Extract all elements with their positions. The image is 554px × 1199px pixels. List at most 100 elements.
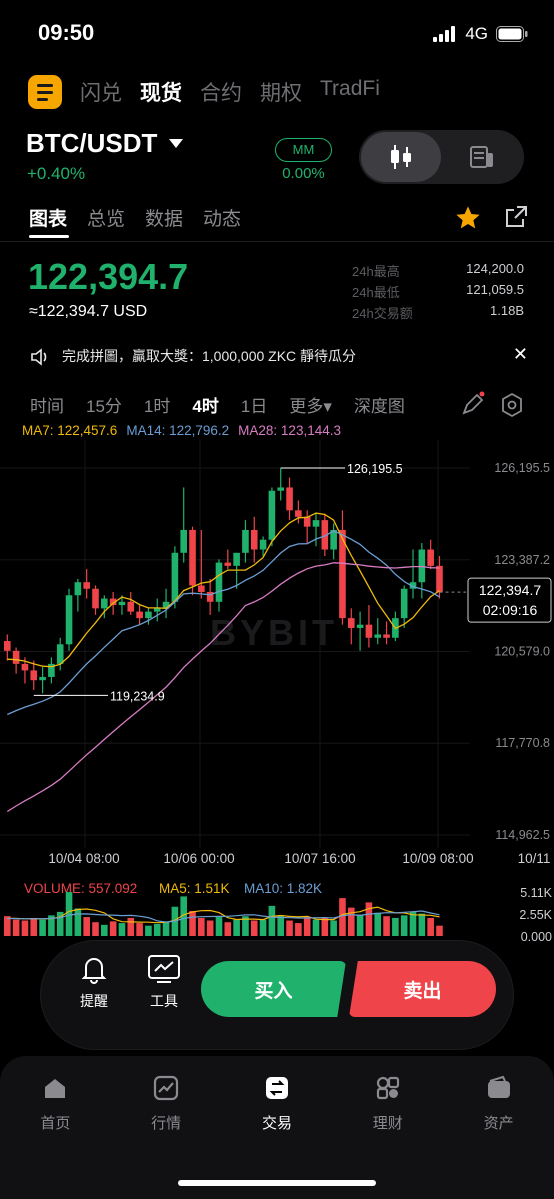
- interval-3[interactable]: 4时: [192, 397, 219, 416]
- candle-body: [330, 529, 337, 550]
- nav-item-1[interactable]: 行情: [126, 1074, 206, 1133]
- pair-selector[interactable]: BTC/USDT: [26, 128, 184, 159]
- tab-1[interactable]: 现货: [140, 82, 182, 105]
- bottom-nav: 首页 行情 交易 理财 资产: [0, 1056, 554, 1199]
- volume-bar: [268, 905, 276, 936]
- volume-bar: [118, 923, 126, 936]
- y-tick-label: 114,962.5: [495, 828, 550, 842]
- ma7-label: MA7: 122,457.6: [22, 423, 118, 438]
- buy-button[interactable]: 买入: [201, 961, 346, 1017]
- current-price-box: [467, 577, 552, 623]
- mm-badge[interactable]: MM: [275, 138, 332, 162]
- x-tick-label: 10/09 08:00: [402, 851, 473, 866]
- ma28-label: MA28: 123,144.3: [238, 423, 341, 438]
- candle-body: [365, 624, 373, 638]
- x-tick-label: 10/04 08:00: [48, 851, 119, 866]
- view-toggle[interactable]: [359, 130, 524, 184]
- tab-3[interactable]: 期权: [260, 82, 302, 105]
- volume-bar: [295, 923, 302, 936]
- volume-bar: [242, 916, 249, 936]
- candle-body: [400, 588, 408, 619]
- nav-item-0[interactable]: 首页: [15, 1074, 95, 1133]
- alert-button[interactable]: 提醒: [69, 953, 119, 1011]
- candle-body: [321, 520, 329, 550]
- candle-body: [30, 670, 38, 681]
- settings-icon[interactable]: [499, 392, 525, 418]
- tab-2[interactable]: 合约: [200, 82, 242, 105]
- nav-item-2[interactable]: 交易: [237, 1074, 317, 1133]
- tab-0[interactable]: 闪兑: [80, 82, 122, 105]
- volume-bar: [303, 917, 311, 936]
- volume-bar: [339, 898, 346, 936]
- volume-bar: [180, 896, 187, 936]
- nav-label: 首页: [40, 1115, 71, 1132]
- volume-bar: [83, 917, 90, 936]
- menu-icon[interactable]: [28, 75, 62, 109]
- high-price-label: 126,195.5: [347, 462, 403, 476]
- volume-bar: [136, 923, 143, 936]
- volume-bar: [383, 916, 390, 936]
- home-indicator[interactable]: [178, 1180, 376, 1186]
- current-price-label: 122,394.7: [479, 582, 541, 598]
- divider: [0, 241, 554, 242]
- announcement-text: 完成拼圖，贏取大獎：1,000,000 ZKC 靜待瓜分: [62, 348, 357, 364]
- candlestick-chart[interactable]: BYBIT 126,195.5 123,387.2 120,579.0 117,770.…: [0, 440, 554, 960]
- nav-item-4[interactable]: 资产: [459, 1074, 539, 1133]
- interval-0[interactable]: 时间: [30, 397, 64, 416]
- volume-ma5-line: [7, 906, 440, 924]
- share-icon[interactable]: [503, 204, 529, 230]
- candle-body: [180, 529, 187, 553]
- candle-body: [189, 529, 196, 586]
- volume-bar: [92, 922, 99, 936]
- candle-body: [312, 520, 320, 527]
- candle-body: [56, 644, 64, 664]
- volume-bar: [277, 915, 285, 936]
- orderbook-view-button[interactable]: [442, 132, 522, 182]
- interval-2[interactable]: 1时: [143, 397, 171, 416]
- bell-icon: [81, 958, 107, 984]
- candlestick-view-button[interactable]: [361, 132, 441, 182]
- subtab-3[interactable]: 动态: [203, 209, 242, 230]
- candle-body: [250, 529, 258, 550]
- candle-body: [171, 552, 179, 602]
- subtab-1[interactable]: 总览: [87, 209, 126, 230]
- volume-bar: [189, 911, 196, 936]
- interval-1[interactable]: 15分: [86, 397, 122, 416]
- top-nav: 闪兑 现货 合约 期权 TradFi: [0, 72, 554, 112]
- y-tick-label: 117,770.8: [495, 736, 550, 750]
- chevron-down-icon: [169, 139, 184, 148]
- stat-value: 121,059.5: [466, 282, 524, 297]
- draw-icon[interactable]: [460, 391, 486, 417]
- volume-bar: [21, 920, 29, 936]
- watermark: BYBIT: [210, 612, 338, 653]
- subtab-2[interactable]: 数据: [145, 209, 184, 230]
- announcement-bar[interactable]: 完成拼圖，贏取大獎：1,000,000 ZKC 靜待瓜分 ✕: [0, 340, 554, 374]
- candle-body: [74, 582, 82, 596]
- nav-item-3[interactable]: 理财: [348, 1074, 428, 1133]
- volume-bar: [4, 916, 11, 936]
- close-icon[interactable]: ✕: [512, 344, 528, 365]
- nav-label: 交易: [261, 1115, 292, 1132]
- x-tick-label: 10/07 16:00: [284, 851, 355, 866]
- y-tick-label: 120,579.0: [494, 645, 550, 659]
- candle-body: [48, 663, 55, 677]
- sell-button[interactable]: 卖出: [349, 961, 496, 1017]
- nav-label: 理财: [372, 1115, 403, 1132]
- x-tick-label: 10/11: [518, 851, 551, 866]
- volume-bar: [74, 908, 82, 936]
- tab-4[interactable]: TradFi: [320, 77, 380, 100]
- home-icon: [45, 1079, 66, 1098]
- star-icon[interactable]: [454, 204, 482, 232]
- subtab-0[interactable]: 图表: [29, 209, 68, 230]
- volume-bar: [30, 917, 38, 936]
- interval-5[interactable]: 更多▾: [289, 397, 332, 416]
- interval-4[interactable]: 1日: [240, 397, 268, 416]
- volume-bar: [409, 911, 417, 936]
- candle-body: [109, 598, 117, 606]
- candle-body: [118, 601, 126, 606]
- interval-6[interactable]: 深度图: [353, 397, 405, 416]
- stats-24h: 24h最高 124,200.0 24h最低 121,059.5 24h交易额 1.18B: [352, 261, 524, 324]
- tools-button[interactable]: 工具: [139, 953, 189, 1011]
- ma14-label: MA14: 122,796.2: [126, 423, 230, 438]
- candle-body: [427, 549, 434, 566]
